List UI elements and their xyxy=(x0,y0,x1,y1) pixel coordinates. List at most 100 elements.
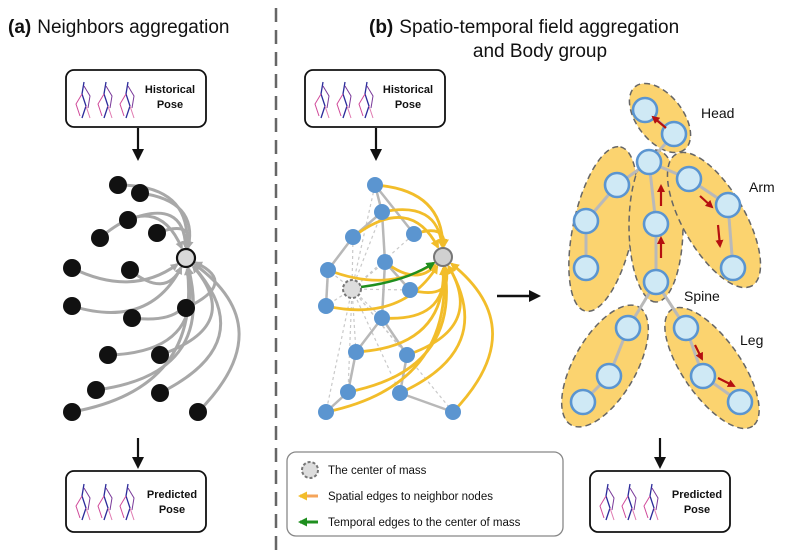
joint-node-b xyxy=(318,298,334,314)
joint-node-b xyxy=(318,404,334,420)
spatio-temporal-graph xyxy=(318,177,494,420)
legend: The center of mass Spatial edges to neig… xyxy=(286,451,564,537)
body-joint xyxy=(631,96,659,124)
neighbor-edge-a xyxy=(95,266,195,392)
svg-text:Pose: Pose xyxy=(157,99,183,111)
spatial-edge xyxy=(381,208,446,249)
skeleton-bone xyxy=(399,391,454,414)
neighbor-node-a xyxy=(177,299,195,317)
neighbor-edge-a xyxy=(107,266,194,357)
body-joint xyxy=(569,388,597,416)
temporal-dashed-link xyxy=(351,288,357,353)
historical-pose-box-b: Historical Pose xyxy=(304,69,446,128)
spatial-edge xyxy=(355,265,449,354)
temporal-dashed-link xyxy=(351,211,383,290)
temporal-dashed-link xyxy=(351,288,401,394)
neighbor-edge-a xyxy=(193,263,241,414)
joint-node-b xyxy=(345,229,361,245)
neighbor-node-a xyxy=(121,261,139,279)
body-joint xyxy=(614,314,642,342)
neighbor-node-a xyxy=(119,211,137,229)
joint-node-b xyxy=(367,177,383,193)
skeleton-bone xyxy=(380,261,387,319)
neighbor-edge-a xyxy=(71,265,183,314)
legend-center-of-mass: The center of mass xyxy=(328,465,427,477)
legend-spatial-edges: Spatial edges to neighbor nodes xyxy=(328,491,493,503)
svg-text:Pose: Pose xyxy=(159,504,185,516)
neighbor-node-a xyxy=(63,297,81,315)
temporal-edge xyxy=(360,261,436,289)
neighbor-edge-a xyxy=(159,264,223,395)
body-joint xyxy=(642,268,670,296)
panel-a-title: (a) Neighbors aggregation xyxy=(8,17,229,38)
label-spine: Spine xyxy=(684,288,720,304)
svg-text:Pose: Pose xyxy=(395,99,421,111)
joint-node-b xyxy=(340,384,356,400)
spatial-edge xyxy=(399,264,467,395)
joint-node-b xyxy=(374,310,390,326)
panel-b-title-line1: (b) Spatio-temporal field aggregation xyxy=(369,17,679,38)
joint-node-b xyxy=(348,344,364,360)
body-joint xyxy=(672,314,700,342)
body-joint xyxy=(572,254,600,282)
joint-node-b xyxy=(406,226,422,242)
neighbor-edge-a xyxy=(99,214,184,250)
legend-center-mass-icon xyxy=(301,461,319,479)
label-leg: Leg xyxy=(740,332,763,348)
joint-node-b xyxy=(402,282,418,298)
neighbor-node-a xyxy=(189,403,207,421)
group-direction-arrow xyxy=(717,377,736,387)
neighbor-edge-a xyxy=(185,261,217,310)
spatial-edge xyxy=(352,216,440,250)
joint-node-b xyxy=(445,404,461,420)
neighbor-node-a xyxy=(109,176,127,194)
body-joint xyxy=(719,254,747,282)
temporal-dashed-link xyxy=(351,288,411,291)
group-direction-arrow xyxy=(715,224,724,248)
neighbor-node-a xyxy=(91,229,109,247)
neighbor-node-a xyxy=(123,309,141,327)
svg-text:Predicted: Predicted xyxy=(672,489,722,501)
svg-text:Predicted: Predicted xyxy=(147,489,197,501)
body-joint xyxy=(595,362,623,390)
center-node-a xyxy=(175,247,197,269)
svg-text:Pose: Pose xyxy=(684,504,710,516)
joint-node-b xyxy=(392,385,408,401)
neighbor-edge-a xyxy=(71,263,179,284)
neighbor-node-a xyxy=(63,259,81,277)
body-group-diagram: Head Arm Spine Leg xyxy=(560,82,775,430)
body-joint xyxy=(572,207,600,235)
historical-pose-box-a: Historical Pose xyxy=(65,69,207,128)
group-direction-arrow xyxy=(651,115,667,129)
joint-node-b xyxy=(320,262,336,278)
label-arm: Arm xyxy=(749,179,775,195)
legend-temporal-edges: Temporal edges to the center of mass xyxy=(328,517,521,529)
neighbor-node-a xyxy=(87,381,105,399)
body-joint xyxy=(726,388,754,416)
body-joint xyxy=(689,362,717,390)
neighbor-node-a xyxy=(151,346,169,364)
body-joint xyxy=(603,171,631,199)
temporal-dashed-link xyxy=(347,288,353,393)
predicted-pose-box-a: Predicted Pose xyxy=(65,470,207,533)
neighbor-edge-a xyxy=(71,266,192,414)
group-direction-arrow xyxy=(699,195,714,209)
neighbor-node-a xyxy=(63,403,81,421)
joint-node-b xyxy=(399,347,415,363)
body-joint xyxy=(660,120,688,148)
joint-node-b xyxy=(374,204,390,220)
spatial-edge xyxy=(450,262,494,413)
body-joint xyxy=(675,165,703,193)
joint-node-b xyxy=(377,254,393,270)
neighbor-node-a xyxy=(99,346,117,364)
spatial-edge xyxy=(325,264,439,312)
group-direction-arrow xyxy=(694,344,703,361)
body-joint xyxy=(635,148,663,176)
svg-text:Historical: Historical xyxy=(383,84,433,96)
body-joint xyxy=(642,210,670,238)
label-head: Head xyxy=(701,105,734,121)
neighbor-node-a xyxy=(151,384,169,402)
center-of-mass-node xyxy=(342,279,362,299)
target-node-b xyxy=(433,247,453,267)
